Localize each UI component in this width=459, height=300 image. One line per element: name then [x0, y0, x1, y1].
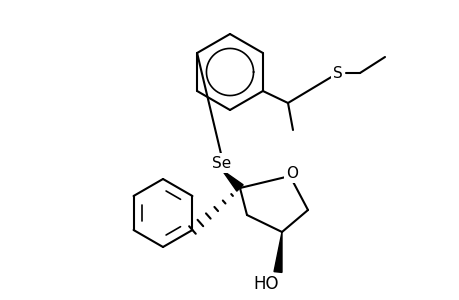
Text: O: O: [285, 167, 297, 182]
Text: Se: Se: [212, 155, 231, 170]
Text: S: S: [332, 65, 342, 80]
Text: HO: HO: [253, 275, 278, 293]
Polygon shape: [274, 232, 281, 272]
Polygon shape: [222, 170, 243, 191]
